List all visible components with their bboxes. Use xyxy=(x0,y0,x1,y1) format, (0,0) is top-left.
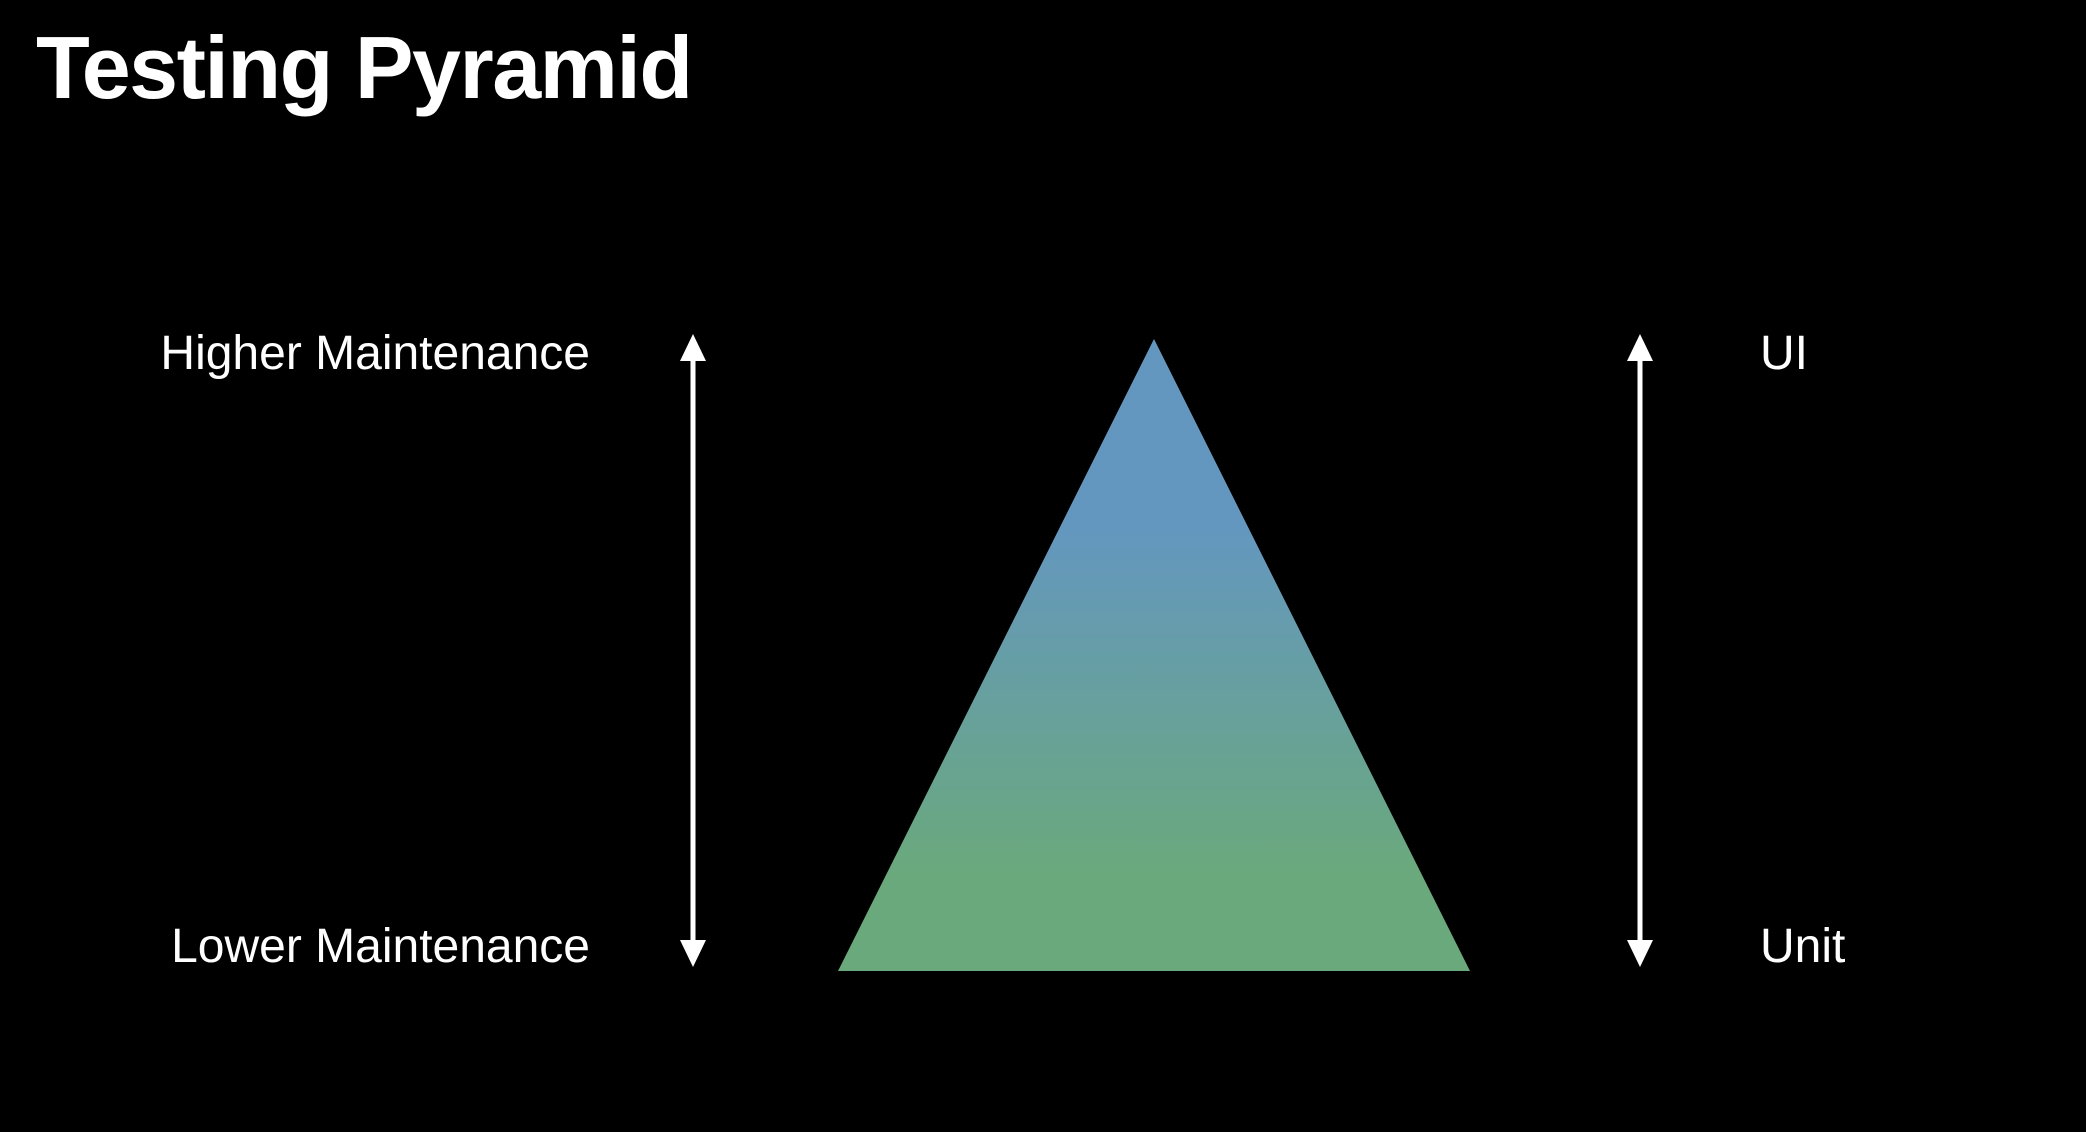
higher-maintenance-label: Higher Maintenance xyxy=(160,327,590,380)
unit-label: Unit xyxy=(1760,920,1846,973)
pyramid-triangle xyxy=(838,339,1470,971)
ui-label: UI xyxy=(1760,327,1808,380)
left-double-arrow-icon xyxy=(680,334,706,967)
lower-maintenance-label: Lower Maintenance xyxy=(171,920,590,973)
right-double-arrow-icon xyxy=(1627,334,1653,967)
page-title: Testing Pyramid xyxy=(36,18,693,117)
